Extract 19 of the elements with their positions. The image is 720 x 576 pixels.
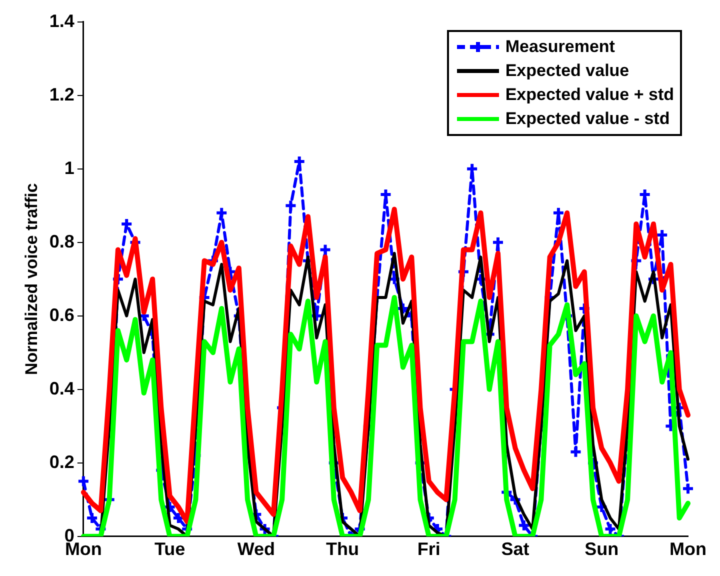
y-tick-label: 0.6 [49, 304, 74, 325]
y-tick-label: 1.4 [49, 10, 74, 31]
x-tick-label: Sun [584, 539, 619, 560]
x-tick-label: Thu [326, 539, 360, 560]
legend-label: Measurement [505, 37, 615, 57]
legend-label: Expected value [505, 61, 630, 81]
y-tick-label: 0.4 [49, 378, 74, 398]
x-tick-label: Fri [417, 539, 440, 560]
x-tick-label: Tue [154, 539, 186, 560]
legend-label: Expected value - std [505, 109, 670, 129]
x-tick-label: Mon [670, 539, 706, 560]
x-tick-label: Wed [237, 539, 275, 560]
y-tick-label: 1 [64, 158, 74, 178]
y-tick-label: 1.2 [49, 84, 74, 104]
y-tick-label: 0.2 [49, 452, 74, 472]
y-axis-title: Normalized voice traffic [22, 183, 41, 375]
x-tick-label: Sat [501, 539, 530, 560]
y-tick-label: 0.8 [49, 231, 74, 252]
legend-label: Expected value + std [505, 85, 674, 105]
